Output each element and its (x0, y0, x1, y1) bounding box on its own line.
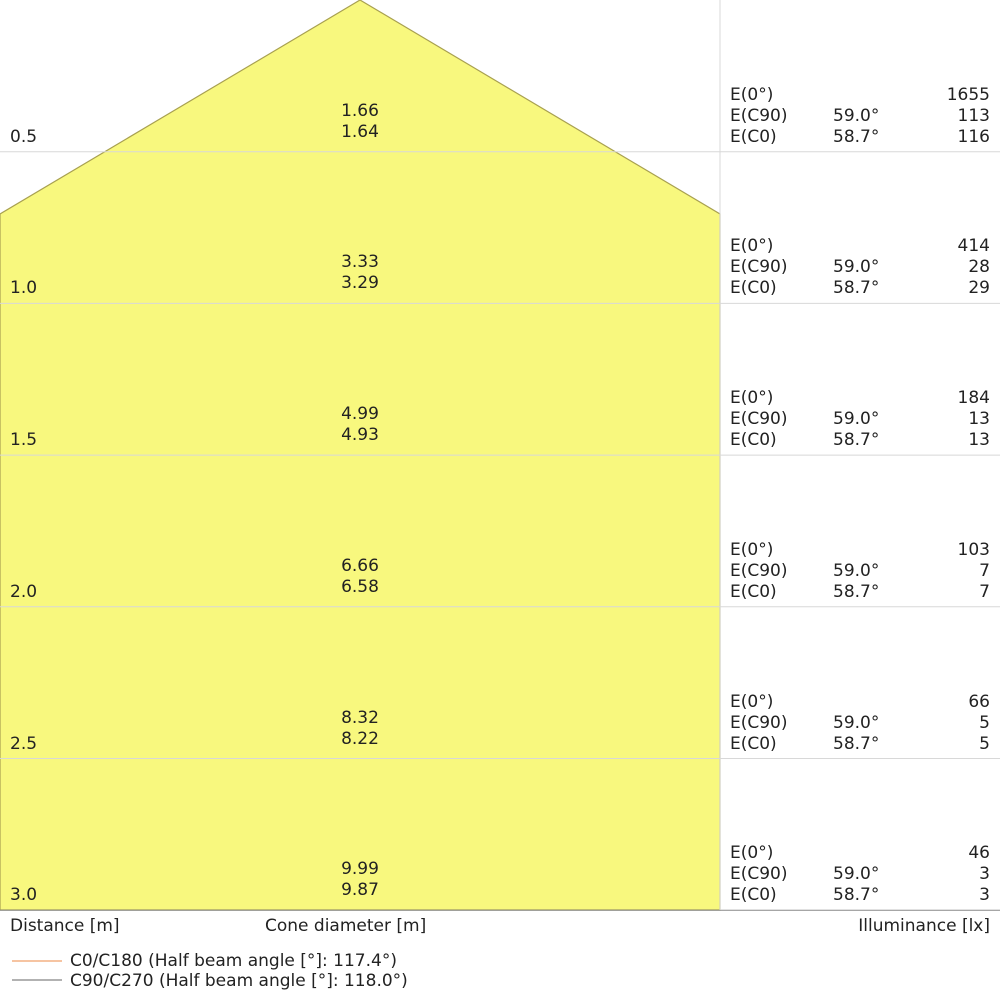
e0-label: E(0°) (730, 843, 774, 864)
e0-label: E(0°) (730, 84, 774, 105)
cone-diameter-c90: 6.66 (341, 555, 379, 576)
e0-label: E(0°) (730, 691, 774, 712)
angle-c90: 59.0° (833, 105, 880, 126)
cone-diameter-c0: 9.87 (341, 880, 379, 901)
e-c0-label: E(C0) (730, 733, 777, 754)
e-c90-value: 7 (979, 560, 990, 581)
e-c90-value: 3 (979, 864, 990, 885)
e-c90-label: E(C90) (730, 257, 788, 278)
e-c90-value: 5 (979, 712, 990, 733)
cone-diameter-c0: 6.58 (341, 576, 379, 597)
e0-label: E(0°) (730, 539, 774, 560)
angle-c0: 58.7° (833, 885, 880, 906)
e-c0-value: 13 (968, 430, 990, 451)
cone-diameter-c0: 4.93 (341, 425, 379, 446)
e0-value: 66 (968, 691, 990, 712)
angle-c90: 59.0° (833, 864, 880, 885)
e-c0-label: E(C0) (730, 430, 777, 451)
e-c90-label: E(C90) (730, 864, 788, 885)
cone-diameter-c90: 1.66 (341, 100, 379, 121)
e-c0-label: E(C0) (730, 278, 777, 299)
e-c90-value: 13 (968, 409, 990, 430)
e-c90-value: 28 (968, 257, 990, 278)
distance-label: 2.5 (10, 733, 38, 754)
e-c0-value: 5 (979, 733, 990, 754)
angle-c90: 59.0° (833, 257, 880, 278)
angle-c0: 58.7° (833, 581, 880, 602)
e0-value: 1655 (946, 84, 990, 105)
e-c0-label: E(C0) (730, 885, 777, 906)
angle-c0: 58.7° (833, 278, 880, 299)
e-c0-value: 7 (979, 581, 990, 602)
cone-diameter-c90: 9.99 (341, 859, 379, 880)
cone-axis-label: Cone diameter [m] (265, 916, 427, 936)
cone-diameter-c0: 1.64 (341, 121, 379, 142)
e-c90-label: E(C90) (730, 712, 788, 733)
e-c90-label: E(C90) (730, 560, 788, 581)
e-c0-label: E(C0) (730, 126, 777, 147)
distance-label: 1.0 (10, 278, 38, 299)
cone-diameter-c90: 3.33 (341, 252, 379, 273)
e0-label: E(0°) (730, 236, 774, 257)
cone-diameter-c0: 3.29 (341, 273, 379, 294)
legend-c0: C0/C180 (Half beam angle [°]: 117.4°) (70, 951, 397, 971)
angle-c90: 59.0° (833, 409, 880, 430)
angle-c0: 58.7° (833, 126, 880, 147)
e-c0-value: 3 (979, 885, 990, 906)
angle-c0: 58.7° (833, 733, 880, 754)
legend-c90: C90/C270 (Half beam angle [°]: 118.0°) (70, 971, 408, 991)
angle-c0: 58.7° (833, 430, 880, 451)
e-c90-value: 113 (957, 105, 990, 126)
angle-c90: 59.0° (833, 560, 880, 581)
e0-value: 184 (957, 388, 990, 409)
e0-label: E(0°) (730, 388, 774, 409)
e0-value: 103 (957, 539, 990, 560)
cone-diameter-c0: 8.22 (341, 728, 379, 749)
angle-c90: 59.0° (833, 712, 880, 733)
e-c90-label: E(C90) (730, 409, 788, 430)
e-c0-value: 116 (957, 126, 990, 147)
illuminance-axis-label: Illuminance [lx] (858, 916, 990, 936)
cone-diameter-c90: 8.32 (341, 707, 379, 728)
e0-value: 46 (968, 843, 990, 864)
distance-label: 1.5 (10, 430, 38, 451)
distance-axis-label: Distance [m] (10, 916, 120, 936)
distance-label: 0.5 (10, 126, 38, 147)
e-c0-value: 29 (968, 278, 990, 299)
cone-diameter-c90: 4.99 (341, 404, 379, 425)
e-c0-label: E(C0) (730, 581, 777, 602)
distance-label: 2.0 (10, 581, 38, 602)
e0-value: 414 (957, 236, 990, 257)
distance-label: 3.0 (10, 885, 38, 906)
e-c90-label: E(C90) (730, 105, 788, 126)
